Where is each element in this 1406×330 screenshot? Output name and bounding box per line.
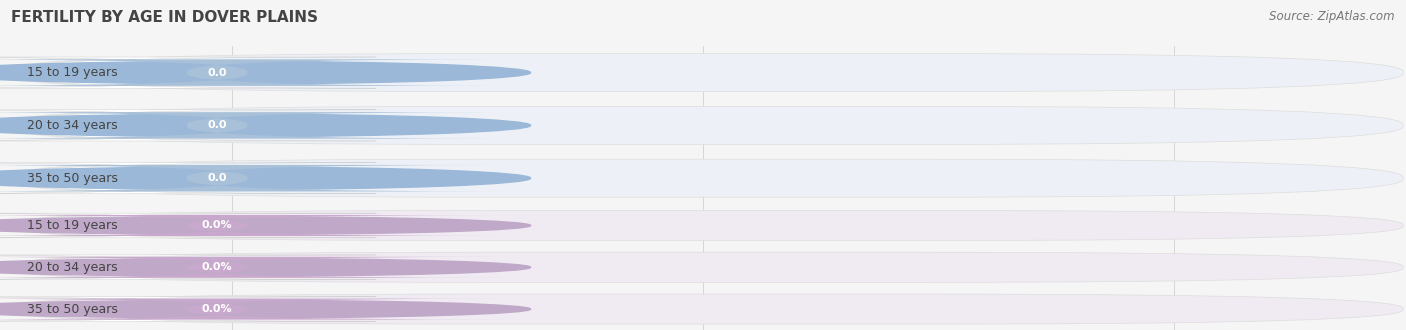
Text: 0.0%: 0.0% — [202, 304, 232, 314]
FancyBboxPatch shape — [1, 294, 1403, 324]
Text: 0.0: 0.0 — [1164, 220, 1184, 233]
FancyBboxPatch shape — [0, 165, 505, 191]
FancyBboxPatch shape — [0, 163, 377, 194]
Circle shape — [0, 300, 530, 318]
Text: 0.0: 0.0 — [208, 120, 226, 130]
FancyBboxPatch shape — [0, 213, 377, 238]
FancyBboxPatch shape — [0, 255, 377, 280]
FancyBboxPatch shape — [0, 257, 505, 278]
Text: 0.0%: 0.0% — [202, 220, 232, 230]
Text: 0.0: 0.0 — [208, 68, 226, 78]
FancyBboxPatch shape — [0, 297, 377, 321]
Circle shape — [0, 258, 530, 276]
Text: 0.0: 0.0 — [222, 220, 242, 233]
Text: 0.0: 0.0 — [693, 220, 713, 233]
FancyBboxPatch shape — [0, 57, 377, 88]
Text: 15 to 19 years: 15 to 19 years — [27, 219, 117, 232]
Circle shape — [0, 167, 530, 189]
FancyBboxPatch shape — [0, 299, 505, 319]
FancyBboxPatch shape — [1, 159, 1403, 197]
Text: 0.0%: 0.0% — [202, 262, 232, 272]
Text: 35 to 50 years: 35 to 50 years — [27, 172, 118, 185]
Text: 15 to 19 years: 15 to 19 years — [27, 66, 117, 79]
Circle shape — [0, 114, 530, 137]
Circle shape — [0, 61, 530, 84]
FancyBboxPatch shape — [0, 215, 505, 236]
FancyBboxPatch shape — [1, 252, 1403, 282]
Text: Source: ZipAtlas.com: Source: ZipAtlas.com — [1270, 10, 1395, 23]
Text: 35 to 50 years: 35 to 50 years — [27, 303, 118, 315]
FancyBboxPatch shape — [0, 110, 377, 141]
FancyBboxPatch shape — [1, 53, 1403, 92]
Text: 20 to 34 years: 20 to 34 years — [27, 261, 117, 274]
Text: 0.0: 0.0 — [208, 173, 226, 183]
FancyBboxPatch shape — [0, 59, 505, 86]
Circle shape — [0, 216, 530, 234]
FancyBboxPatch shape — [1, 211, 1403, 241]
Text: 20 to 34 years: 20 to 34 years — [27, 119, 117, 132]
FancyBboxPatch shape — [1, 106, 1403, 145]
FancyBboxPatch shape — [0, 112, 505, 139]
Text: FERTILITY BY AGE IN DOVER PLAINS: FERTILITY BY AGE IN DOVER PLAINS — [11, 10, 318, 25]
